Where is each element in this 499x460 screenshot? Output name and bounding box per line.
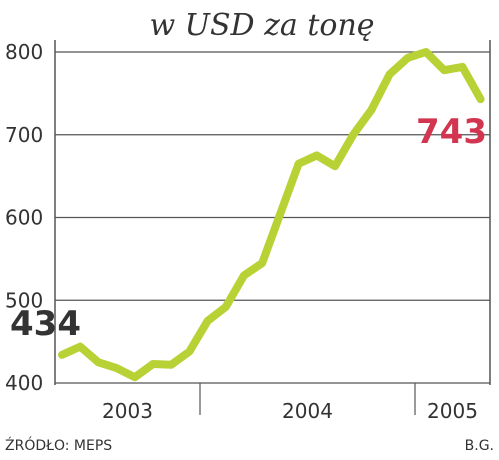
y-tick-label: 800 bbox=[5, 40, 43, 64]
chart-title: w USD za tonę bbox=[149, 8, 374, 43]
y-tick-label: 600 bbox=[5, 206, 43, 230]
annotation: 743 bbox=[416, 112, 487, 152]
y-tick-label: 700 bbox=[5, 123, 43, 147]
annotation: 434 bbox=[10, 304, 81, 344]
author: B.G. bbox=[465, 438, 494, 454]
y-tick-label: 500 bbox=[5, 288, 43, 312]
price-line bbox=[58, 48, 485, 382]
source: ŹRÓDŁO: MEPS bbox=[5, 436, 112, 454]
y-tick-label: 400 bbox=[5, 371, 43, 395]
x-tick-label: 2003 bbox=[102, 399, 153, 423]
x-tick-label: 2005 bbox=[427, 399, 478, 423]
x-tick-label: 2004 bbox=[282, 399, 333, 423]
